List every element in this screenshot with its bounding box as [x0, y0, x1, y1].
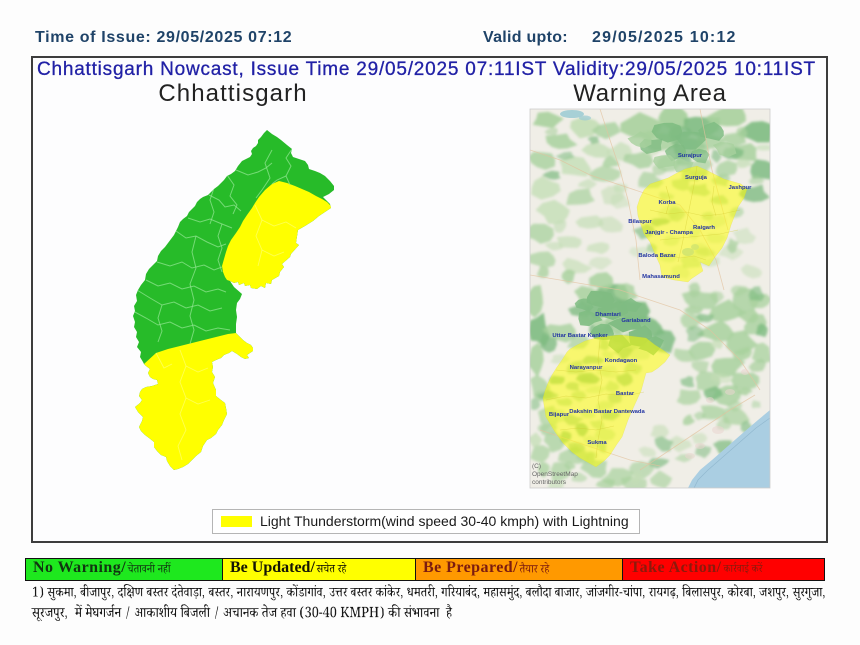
svg-text:Dakshin Bastar Dantewada: Dakshin Bastar Dantewada — [569, 409, 645, 415]
svg-text:Narayanpur: Narayanpur — [570, 365, 603, 371]
svg-text:Bastar: Bastar — [616, 391, 635, 397]
svg-text:Surguja: Surguja — [685, 175, 708, 181]
svg-text:Dhamtari: Dhamtari — [595, 312, 621, 318]
svg-text:Baloda Bazar: Baloda Bazar — [638, 253, 676, 259]
svg-text:Sukma: Sukma — [587, 440, 607, 446]
svg-text:Surajpur: Surajpur — [678, 153, 703, 159]
svg-text:(C): (C) — [532, 463, 541, 470]
svg-text:Uttar Bastar Kanker: Uttar Bastar Kanker — [552, 333, 608, 339]
svg-text:Kondagaon: Kondagaon — [605, 358, 638, 364]
svg-text:Mahasamund: Mahasamund — [642, 274, 680, 280]
svg-text:Bijapur: Bijapur — [549, 412, 570, 418]
svg-text:Gariaband: Gariaband — [621, 318, 651, 324]
svg-text:Bilaspur: Bilaspur — [628, 219, 652, 225]
svg-text:Korba: Korba — [658, 200, 676, 206]
svg-text:contributors: contributors — [532, 479, 567, 486]
svg-text:OpenStreetMap: OpenStreetMap — [532, 471, 578, 478]
svg-text:Raigarh: Raigarh — [693, 225, 715, 231]
svg-text:Jashpur: Jashpur — [729, 185, 753, 191]
svg-text:Janjgir - Champa: Janjgir - Champa — [645, 230, 694, 236]
